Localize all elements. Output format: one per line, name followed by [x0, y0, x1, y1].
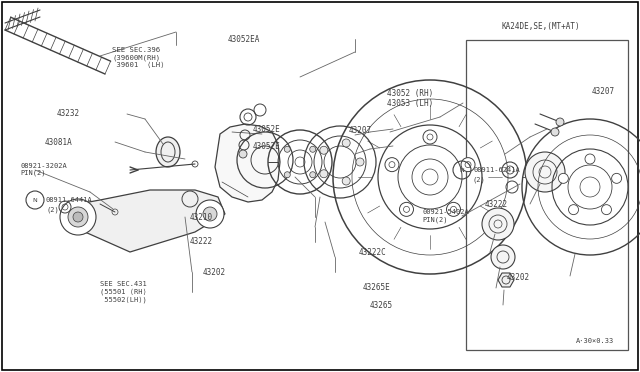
Circle shape — [491, 245, 515, 269]
Circle shape — [525, 152, 565, 192]
Text: A·30×0.33: A·30×0.33 — [576, 339, 614, 344]
Circle shape — [558, 173, 568, 183]
Circle shape — [320, 146, 328, 154]
Circle shape — [556, 118, 564, 126]
Text: 43052E: 43052E — [253, 142, 280, 151]
Text: 43222C: 43222C — [358, 248, 387, 257]
Text: 43265E: 43265E — [362, 283, 390, 292]
Circle shape — [239, 150, 247, 158]
Circle shape — [310, 146, 316, 152]
Circle shape — [447, 202, 461, 217]
Circle shape — [284, 146, 291, 152]
Text: 08911-6441A: 08911-6441A — [46, 197, 93, 203]
Circle shape — [342, 177, 350, 185]
Polygon shape — [65, 190, 225, 252]
Text: 43202: 43202 — [203, 268, 226, 277]
Circle shape — [356, 158, 364, 166]
Ellipse shape — [156, 137, 180, 167]
Polygon shape — [498, 273, 514, 287]
Circle shape — [385, 158, 399, 171]
Text: 43232: 43232 — [57, 109, 80, 118]
Text: SEE SEC.431
(55501 ⟨RH⟩
 55502⟨LH⟩): SEE SEC.431 (55501 ⟨RH⟩ 55502⟨LH⟩) — [99, 281, 147, 303]
Text: SEE SEC.396
(39600M(RH)
 39601  ⟨LH⟩: SEE SEC.396 (39600M(RH) 39601 ⟨LH⟩ — [112, 47, 164, 68]
Circle shape — [585, 154, 595, 164]
Text: 08921-3202A
PIN(2): 08921-3202A PIN(2) — [20, 163, 67, 176]
Circle shape — [342, 139, 350, 147]
Circle shape — [399, 202, 413, 217]
Circle shape — [423, 130, 437, 144]
Polygon shape — [215, 124, 280, 202]
Text: 43202: 43202 — [507, 273, 530, 282]
Circle shape — [196, 200, 224, 228]
Text: 08911-6241A: 08911-6241A — [473, 167, 520, 173]
Circle shape — [68, 207, 88, 227]
Circle shape — [602, 205, 611, 215]
Text: 43207: 43207 — [349, 126, 372, 135]
Circle shape — [320, 170, 328, 178]
Text: 43207: 43207 — [591, 87, 614, 96]
Circle shape — [461, 158, 475, 171]
Circle shape — [203, 207, 217, 221]
Text: 00921-5402A
PIN(2): 00921-5402A PIN(2) — [422, 209, 469, 222]
Text: 43052EA: 43052EA — [227, 35, 260, 44]
Text: 43210: 43210 — [190, 213, 213, 222]
Bar — [466, 40, 628, 350]
Text: (2): (2) — [473, 177, 486, 183]
Circle shape — [612, 173, 621, 183]
Circle shape — [482, 208, 514, 240]
Text: 43222: 43222 — [484, 200, 508, 209]
Text: N: N — [33, 198, 37, 202]
Text: 43222: 43222 — [190, 237, 213, 246]
Circle shape — [551, 128, 559, 136]
Text: 43052E: 43052E — [253, 125, 280, 134]
Text: N: N — [460, 167, 465, 173]
Text: 43081A: 43081A — [45, 138, 72, 147]
Circle shape — [284, 172, 291, 178]
Circle shape — [310, 172, 316, 178]
Circle shape — [60, 199, 96, 235]
Circle shape — [568, 205, 579, 215]
Text: (2): (2) — [46, 207, 59, 213]
Text: 43265: 43265 — [370, 301, 393, 310]
Text: 43052 (RH)
43053 (LH): 43052 (RH) 43053 (LH) — [387, 89, 433, 108]
Circle shape — [73, 212, 83, 222]
Text: KA24DE,SE,(MT+AT): KA24DE,SE,(MT+AT) — [502, 22, 580, 31]
